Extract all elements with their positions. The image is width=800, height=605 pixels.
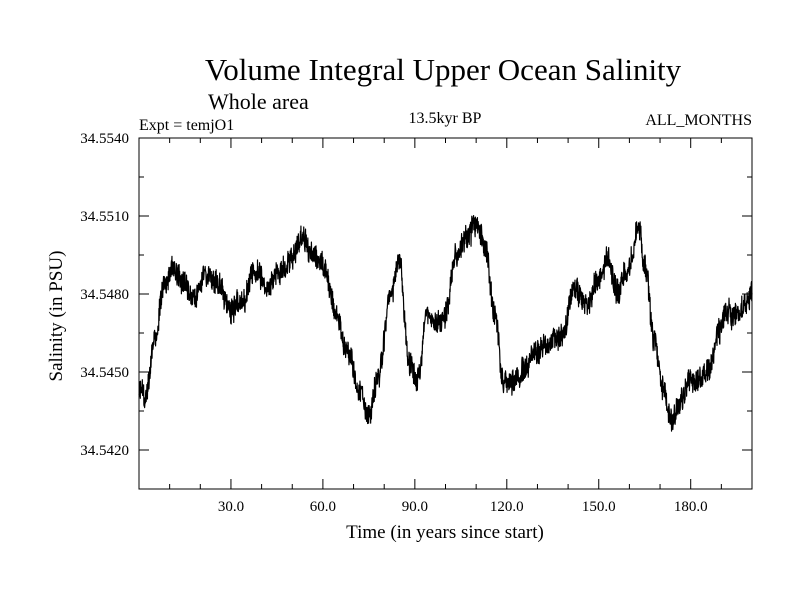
chart-subtitle: Whole area: [208, 89, 309, 114]
axes-layer: 30.0 60.0 90.0 120.0 150.0 180.0 34.5420 34.545…: [80, 131, 753, 515]
y-tick-label: 34.5450: [80, 365, 129, 381]
salinity-series-line: [138, 214, 753, 432]
months-label: ALL_MONTHS: [645, 112, 752, 129]
series-layer: [138, 214, 753, 432]
x-axis-label: Time (in years since start): [346, 522, 544, 543]
y-tick-label: 34.5510: [80, 209, 129, 225]
x-tick-label: 150.0: [582, 499, 616, 515]
x-tick-label: 120.0: [490, 499, 524, 515]
x-tick-label: 180.0: [674, 499, 708, 515]
period-label: 13.5kyr BP: [409, 110, 482, 127]
x-tick-label: 60.0: [310, 499, 336, 515]
chart-title: Volume Integral Upper Ocean Salinity: [205, 52, 682, 87]
x-tick-label: 30.0: [218, 499, 244, 515]
x-tick-label: 90.0: [402, 499, 428, 515]
y-tick-label: 34.5540: [80, 131, 129, 147]
experiment-label: Expt = temjO1: [139, 117, 234, 134]
y-axis-label: Salinity (in PSU): [46, 251, 67, 382]
y-tick-label: 34.5480: [80, 287, 129, 303]
y-tick-label: 34.5420: [80, 443, 129, 459]
